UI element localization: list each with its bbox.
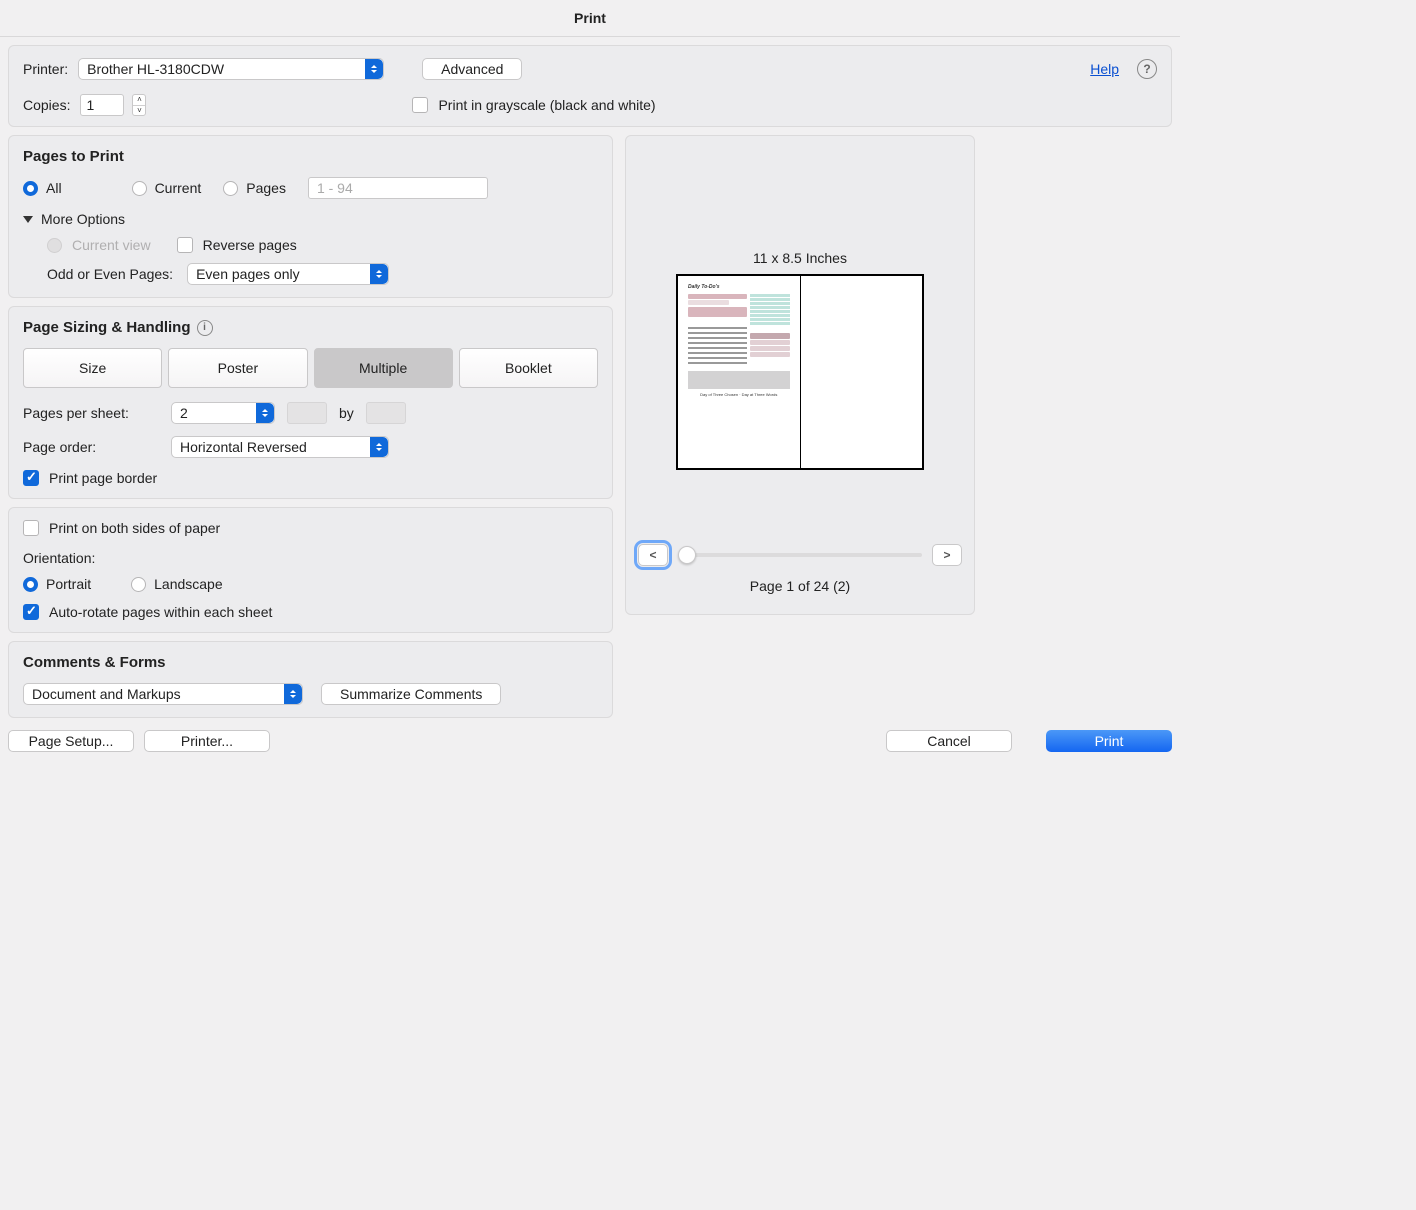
orientation-label: Orientation:: [23, 550, 598, 566]
comments-value: Document and Markups: [32, 686, 181, 702]
all-radio[interactable]: [23, 181, 38, 196]
auto-rotate-label: Auto-rotate pages within each sheet: [49, 604, 272, 620]
odd-even-select[interactable]: Even pages only: [187, 263, 389, 285]
pps-select[interactable]: 2: [171, 402, 275, 424]
slider-thumb[interactable]: [678, 546, 696, 564]
both-sides-checkbox[interactable]: [23, 520, 39, 536]
order-label: Page order:: [23, 439, 159, 455]
current-radio[interactable]: [132, 181, 147, 196]
copies-label: Copies:: [23, 97, 70, 113]
info-icon[interactable]: i: [197, 320, 213, 336]
sizing-tabs: Size Poster Multiple Booklet: [23, 348, 598, 388]
printer-label: Printer:: [23, 61, 68, 77]
grayscale-checkbox[interactable]: [412, 97, 428, 113]
printer-panel: Printer: Brother HL-3180CDW Advanced Hel…: [8, 45, 1172, 127]
stepper-up-icon[interactable]: ˄: [133, 95, 145, 106]
print-button[interactable]: Print: [1046, 730, 1172, 752]
more-options-disclosure-icon[interactable]: [23, 216, 33, 223]
pps-label: Pages per sheet:: [23, 405, 159, 421]
page-range-input[interactable]: 1 - 94: [308, 177, 488, 199]
pages-radio[interactable]: [223, 181, 238, 196]
reverse-pages-checkbox[interactable]: [177, 237, 193, 253]
by-label: by: [339, 405, 354, 421]
select-arrows-icon: [370, 437, 388, 457]
landscape-radio[interactable]: [131, 577, 146, 592]
dialog-title: Print: [0, 0, 1180, 37]
auto-rotate-checkbox[interactable]: [23, 604, 39, 620]
booklet-tab[interactable]: Booklet: [459, 348, 598, 388]
preview-dimensions: 11 x 8.5 Inches: [638, 250, 962, 266]
current-view-label: Current view: [72, 237, 151, 253]
stepper-down-icon[interactable]: ˅: [133, 106, 145, 116]
all-label: All: [46, 180, 62, 196]
border-checkbox[interactable]: [23, 470, 39, 486]
preview-panel: 11 x 8.5 Inches Daily To-Do's: [625, 135, 975, 615]
current-label: Current: [155, 180, 202, 196]
size-tab[interactable]: Size: [23, 348, 162, 388]
duplex-panel: Print on both sides of paper Orientation…: [8, 507, 613, 633]
advanced-button[interactable]: Advanced: [422, 58, 522, 80]
landscape-label: Landscape: [154, 576, 223, 592]
select-arrows-icon: [256, 403, 274, 423]
poster-tab[interactable]: Poster: [168, 348, 307, 388]
preview-sheet: Daily To-Do's: [676, 274, 924, 470]
comments-select[interactable]: Document and Markups: [23, 683, 303, 705]
pps-cols-input: [287, 402, 327, 424]
preview-prev-button[interactable]: <: [638, 544, 668, 566]
preview-next-button[interactable]: >: [932, 544, 962, 566]
portrait-radio[interactable]: [23, 577, 38, 592]
odd-even-label: Odd or Even Pages:: [47, 266, 173, 282]
printer-select[interactable]: Brother HL-3180CDW: [78, 58, 384, 80]
page-setup-button[interactable]: Page Setup...: [8, 730, 134, 752]
printer-value: Brother HL-3180CDW: [87, 61, 224, 77]
pages-to-print-title: Pages to Print: [23, 148, 598, 165]
grayscale-label: Print in grayscale (black and white): [438, 97, 655, 113]
both-sides-label: Print on both sides of paper: [49, 520, 220, 536]
select-arrows-icon: [370, 264, 388, 284]
select-arrows-icon: [365, 59, 383, 79]
preview-blank-page: [800, 276, 923, 468]
copies-input[interactable]: 1: [80, 94, 124, 116]
order-select[interactable]: Horizontal Reversed: [171, 436, 389, 458]
pages-label: Pages: [246, 180, 286, 196]
help-icon[interactable]: ?: [1137, 59, 1157, 79]
reverse-pages-label: Reverse pages: [203, 237, 297, 253]
pages-to-print-panel: Pages to Print All Current Pages: [8, 135, 613, 298]
comments-title: Comments & Forms: [23, 654, 598, 671]
footer-row: Page Setup... Printer... Cancel Print: [0, 726, 1180, 760]
more-options-label[interactable]: More Options: [41, 211, 125, 227]
preview-page-status: Page 1 of 24 (2): [638, 578, 962, 594]
portrait-label: Portrait: [46, 576, 91, 592]
odd-even-value: Even pages only: [196, 266, 300, 282]
printer-button[interactable]: Printer...: [144, 730, 270, 752]
comments-panel: Comments & Forms Document and Markups Su…: [8, 641, 613, 718]
select-arrows-icon: [284, 684, 302, 704]
multiple-tab[interactable]: Multiple: [314, 348, 453, 388]
cancel-button[interactable]: Cancel: [886, 730, 1012, 752]
copies-stepper[interactable]: ˄ ˅: [132, 94, 146, 116]
pps-value: 2: [180, 405, 188, 421]
order-value: Horizontal Reversed: [180, 439, 307, 455]
sizing-panel: Page Sizing & Handling i Size Poster Mul…: [8, 306, 613, 499]
help-link[interactable]: Help: [1090, 61, 1119, 77]
current-view-radio: [47, 238, 62, 253]
pps-rows-input: [366, 402, 406, 424]
preview-slider[interactable]: [678, 553, 922, 557]
preview-page-thumbnail: Daily To-Do's: [678, 276, 800, 468]
summarize-button[interactable]: Summarize Comments: [321, 683, 501, 705]
sizing-title: Page Sizing & Handling: [23, 319, 191, 336]
border-label: Print page border: [49, 470, 157, 486]
